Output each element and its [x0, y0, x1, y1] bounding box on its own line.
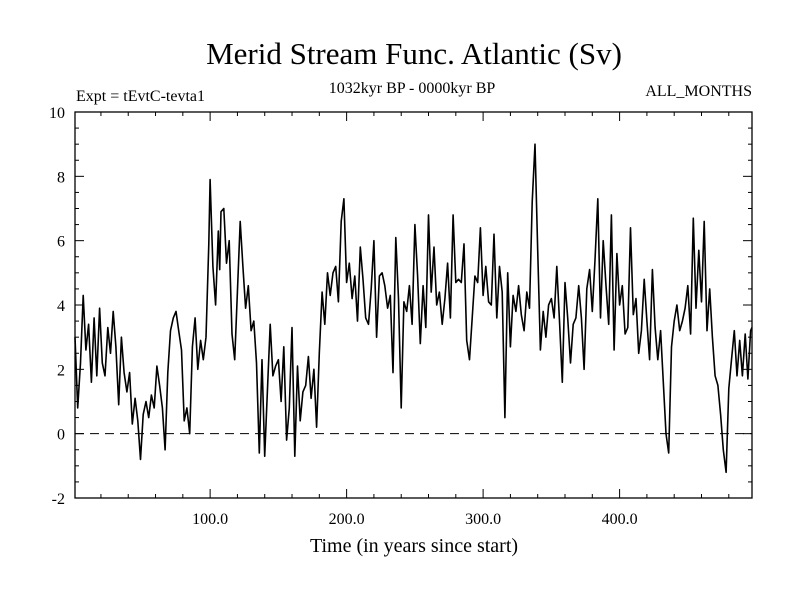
y-tick-label: 0	[57, 427, 65, 444]
x-tick-label: 200.0	[329, 511, 365, 528]
x-axis-label: Time (in years since start)	[310, 535, 518, 557]
x-tick-label: 100.0	[192, 511, 228, 528]
experiment-label: Expt = tEvtC-tevta1	[76, 88, 205, 105]
chart-title: Merid Stream Func. Atlantic (Sv)	[206, 36, 622, 71]
plot-area: -2 0 2 4 6 8 10 100.0 200.0 300.0 400.0	[49, 105, 753, 528]
y-tick-label: 2	[57, 362, 65, 379]
series-line-0	[74, 143, 753, 474]
y-tick-label: 10	[49, 105, 65, 122]
plot-frame	[74, 111, 753, 499]
y-tick-label: -2	[52, 491, 65, 508]
months-label: ALL_MONTHS	[645, 83, 752, 100]
time-range-label: 1032kyr BP - 0000kyr BP	[329, 80, 496, 97]
x-tick-label: 400.0	[602, 511, 638, 528]
x-tick-label: 300.0	[465, 511, 501, 528]
y-tick-label: 4	[57, 298, 65, 315]
y-tick-label: 6	[57, 234, 65, 251]
y-tick-label: 8	[57, 169, 65, 186]
